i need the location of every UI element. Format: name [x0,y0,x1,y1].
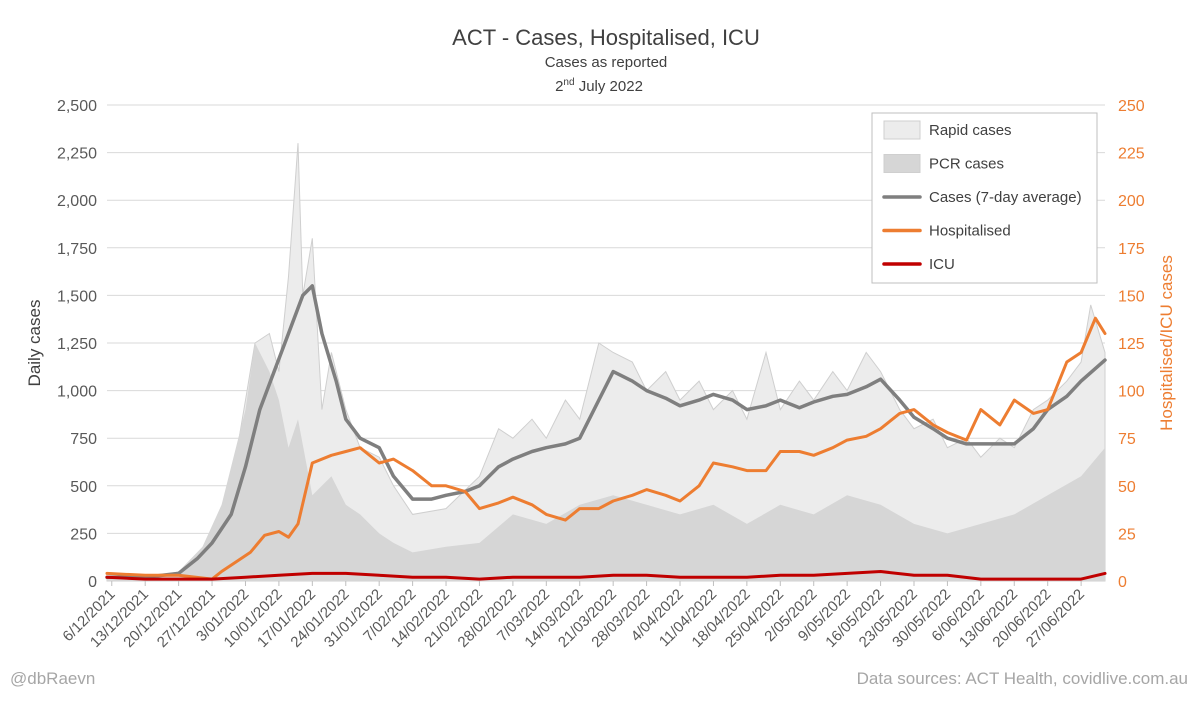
chart-date: 2nd July 2022 [555,77,643,95]
series-layer [105,143,1107,582]
series-area-pcr-cases [107,343,1105,581]
legend-label: PCR cases [929,156,1004,173]
chart-title: ACT - Cases, Hospitalised, ICU [452,25,760,50]
legend-label: Rapid cases [929,122,1012,139]
right-axis: 0 25 50 75 100 125 150 175 200 225 250 [1118,98,1145,591]
legend: Rapid cases PCR cases Cases (7-day average… [871,112,1098,284]
series-line-hospitalised [105,316,1107,581]
y-tick-label: 2,250 [57,146,97,163]
y2-tick-label: 125 [1118,336,1145,353]
series-line-cases-7-day-average [105,284,1107,579]
y-tick-label: 500 [70,479,97,496]
series-area-rapid-cases [106,143,1106,582]
legend-label: Cases (7-day average) [929,189,1082,206]
y2-tick-label: 75 [1118,431,1136,448]
y2-tick-label: 25 [1118,526,1136,543]
y-tick-label: 1,250 [57,336,97,353]
legend-label: ICU [929,256,955,273]
x-axis: 6/12/202113/12/202120/12/202127/12/20213… [59,581,1088,651]
y2-tick-label: 150 [1118,288,1145,305]
y-tick-label: 750 [70,431,97,448]
y-tick-label: 1,000 [57,384,97,401]
y-tick-label: 2,000 [57,193,97,210]
y2-tick-label: 50 [1118,479,1136,496]
credit-handle: @dbRaevn [10,669,96,688]
y2-tick-label: 175 [1118,241,1145,258]
y2-tick-label: 225 [1118,146,1145,163]
y-axis-label: Daily cases [25,300,44,387]
chart-date-day: 2 [555,78,563,95]
y-tick-label: 0 [88,574,97,591]
chart-subtitle: Cases as reported [545,54,668,71]
y-tick-label: 2,500 [57,98,97,115]
y-tick-label: 1,750 [57,241,97,258]
y2-axis-label: Hospitalised/ICU cases [1157,255,1176,431]
y2-tick-label: 250 [1118,98,1145,115]
series-line-icu [105,570,1107,581]
chart-date-suffix: nd [563,77,574,88]
chart-date-rest: July 2022 [575,78,643,95]
left-axis: 0 250 500 750 1,000 1,250 1,500 1,750 2,000 2,250… [57,98,97,591]
y2-tick-label: 0 [1118,574,1127,591]
y2-tick-label: 200 [1118,193,1145,210]
legend-swatch [883,154,921,173]
y-tick-label: 250 [70,526,97,543]
y-tick-label: 1,500 [57,288,97,305]
y2-tick-label: 100 [1118,384,1145,401]
legend-label: Hospitalised [929,223,1011,240]
credit-sources: Data sources: ACT Health, covidlive.com.… [856,669,1188,688]
legend-swatch [883,120,921,140]
